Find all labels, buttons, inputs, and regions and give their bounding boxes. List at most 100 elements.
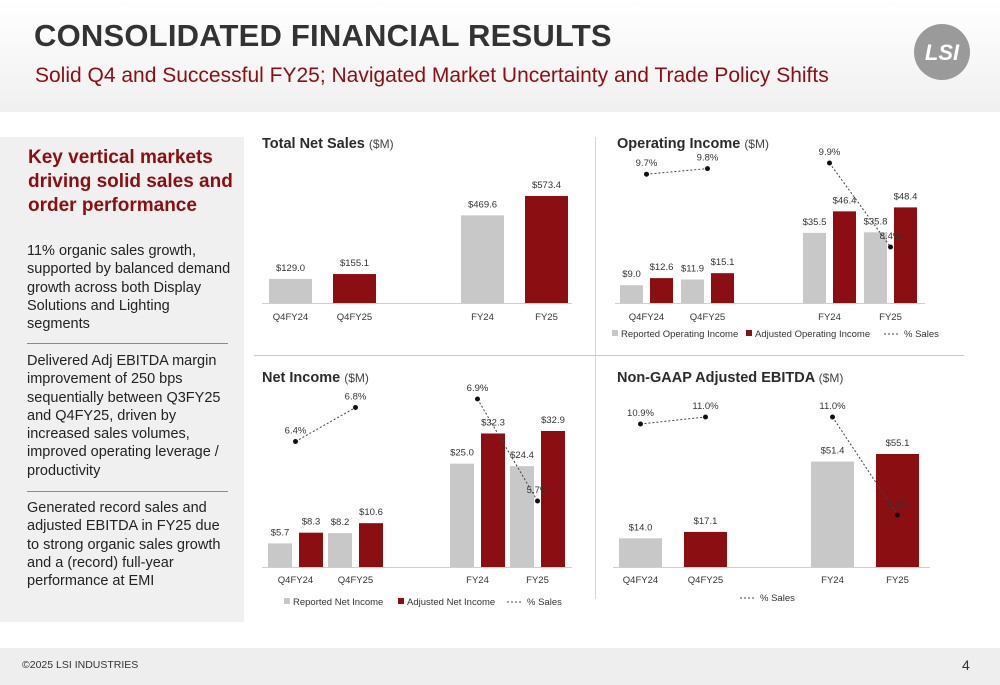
- footer-band: [0, 648, 1000, 685]
- operating-income-adjusted-bar: [833, 211, 856, 303]
- adjusted-ebitda-pct-label: 11.0%: [819, 401, 846, 412]
- page-subtitle: Solid Q4 and Successful FY25; Navigated …: [35, 64, 829, 87]
- key-highlights-heading: Key vertical markets driving solid sales…: [28, 147, 233, 216]
- adjusted-ebitda-bar: [811, 461, 854, 567]
- net-income-pct-label: 6.9%: [467, 383, 489, 394]
- chart-grid-divider-horizontal: [254, 355, 964, 356]
- adjusted-ebitda-pct-point: [895, 512, 900, 518]
- page-title: CONSOLIDATED FINANCIAL RESULTS: [34, 18, 612, 53]
- net-income-pct-point: [353, 405, 358, 410]
- net-income-legend-label: % Sales: [527, 597, 562, 608]
- adjusted-ebitda-pct-line: [832, 416, 898, 516]
- net-income-unit: ($M): [344, 371, 369, 385]
- operating-income-adjusted-label: $46.4: [833, 195, 857, 206]
- operating-income-reported-label: $35.5: [803, 217, 827, 228]
- adjusted-ebitda-bar: [684, 531, 727, 567]
- net-income-pct-point: [293, 439, 298, 444]
- operating-income-adjusted-bar: [894, 207, 917, 303]
- net-income-title-text: Net Income: [262, 370, 341, 386]
- net-income-adjusted-label: $8.3: [302, 517, 321, 528]
- operating-income-reported-label: $11.9: [681, 263, 704, 274]
- operating-income-adjusted-label: $12.6: [650, 262, 674, 273]
- net-income-pct-point: [535, 498, 540, 504]
- operating-income-pct-point: [705, 166, 710, 172]
- total-net-sales-bar: [461, 215, 504, 303]
- net-income-adjusted-label: $32.3: [481, 417, 505, 428]
- total-net-sales-bar: [525, 196, 568, 303]
- adjusted-ebitda-bar: [876, 454, 919, 567]
- adjusted-ebitda-bar-label: $17.1: [694, 516, 718, 527]
- total-net-sales-bar: [333, 274, 376, 303]
- operating-income-pct-label: 8.4%: [880, 231, 902, 242]
- highlight-divider-2: [27, 491, 228, 492]
- adjusted-ebitda-category-label: FY25: [886, 575, 909, 586]
- net-income-category-label: Q4FY25: [338, 575, 373, 586]
- net-income-legend-adjusted-swatch: [398, 598, 404, 604]
- operating-income-title: Operating Income ($M): [617, 136, 769, 152]
- adjusted-ebitda-pct-label: 11.0%: [692, 401, 719, 412]
- net-income-legend-label: Adjusted Net Income: [407, 597, 495, 608]
- adjusted-ebitda-pct-point: [703, 414, 708, 420]
- net-income-category-label: Q4FY24: [278, 575, 313, 586]
- adjusted-ebitda-pct-point: [830, 414, 835, 420]
- operating-income-pct-label: 9.9%: [819, 147, 841, 158]
- net-income-adjusted-bar: [359, 523, 383, 567]
- key-highlights-panel: [0, 137, 244, 622]
- net-income-reported-bar: [510, 466, 534, 567]
- net-income-reported-bar: [328, 533, 352, 567]
- operating-income-reported-bar: [803, 232, 826, 303]
- operating-income-pct-line: [646, 168, 708, 175]
- net-income-adjusted-label: $10.6: [359, 507, 383, 518]
- net-income-reported-label: $5.7: [271, 527, 290, 538]
- highlight-item-3: Generated record sales and adjusted EBIT…: [27, 500, 221, 590]
- chart-grid-divider-vertical: [595, 137, 596, 599]
- operating-income-legend-reported-swatch: [612, 330, 618, 336]
- header-band: [0, 0, 1000, 112]
- operating-income-reported-label: $9.0: [622, 269, 641, 280]
- total-net-sales-bar-label: $469.6: [468, 199, 497, 210]
- operating-income-adjusted-label: $48.4: [894, 191, 918, 202]
- operating-income-legend-label: Reported Operating Income: [621, 329, 738, 340]
- operating-income-category-label: FY24: [818, 312, 841, 323]
- adjusted-ebitda-pct-label: 9.6%: [887, 499, 909, 510]
- operating-income-pct-point: [644, 171, 649, 177]
- net-income-pct-label: 6.8%: [345, 392, 367, 403]
- adjusted-ebitda-title: Non-GAAP Adjusted EBITDA ($M): [617, 370, 843, 386]
- operating-income-legend-label: % Sales: [904, 329, 939, 340]
- operating-income-adjusted-label: $15.1: [711, 257, 735, 268]
- total-net-sales-category-label: Q4FY25: [337, 312, 372, 323]
- operating-income-pct-line: [829, 162, 891, 248]
- net-income-reported-label: $8.2: [331, 517, 350, 528]
- operating-income-pct-label: 9.7%: [636, 158, 658, 169]
- operating-income-pct-point: [827, 160, 832, 166]
- adjusted-ebitda-bar-label: $55.1: [886, 438, 910, 449]
- adjusted-ebitda-title-text: Non-GAAP Adjusted EBITDA: [617, 370, 815, 386]
- net-income-pct-point: [475, 396, 480, 402]
- highlight-item-2: Delivered Adj EBITDA margin improvement …: [27, 353, 221, 479]
- adjusted-ebitda-pct-point: [638, 421, 643, 427]
- total-net-sales-category-label: FY25: [535, 312, 558, 323]
- net-income-reported-bar: [450, 463, 474, 567]
- operating-income-reported-label: $35.8: [864, 216, 888, 227]
- operating-income-pct-label: 9.8%: [697, 153, 719, 164]
- net-income-category-label: FY25: [526, 575, 549, 586]
- operating-income-pct-point: [888, 244, 893, 250]
- total-net-sales-title-text: Total Net Sales: [262, 136, 365, 152]
- total-net-sales-category-label: Q4FY24: [273, 312, 308, 323]
- net-income-pct-label: 5.7%: [527, 485, 549, 496]
- total-net-sales-bar-label: $155.1: [340, 258, 369, 269]
- operating-income-legend-adjusted-swatch: [746, 330, 752, 336]
- operating-income-adjusted-bar: [650, 278, 673, 303]
- total-net-sales-title: Total Net Sales ($M): [262, 136, 394, 152]
- total-net-sales-category-label: FY24: [471, 312, 494, 323]
- operating-income-reported-bar: [620, 285, 643, 303]
- total-net-sales-bar: [269, 278, 312, 303]
- adjusted-ebitda-category-label: Q4FY24: [623, 575, 658, 586]
- operating-income-reported-bar: [864, 232, 887, 303]
- net-income-reported-label: $24.4: [510, 450, 534, 461]
- total-net-sales-unit: ($M): [368, 137, 394, 151]
- net-income-adjusted-label: $32.9: [541, 415, 565, 426]
- net-income-legend-label: Reported Net Income: [293, 597, 383, 608]
- net-income-pct-line: [295, 407, 356, 442]
